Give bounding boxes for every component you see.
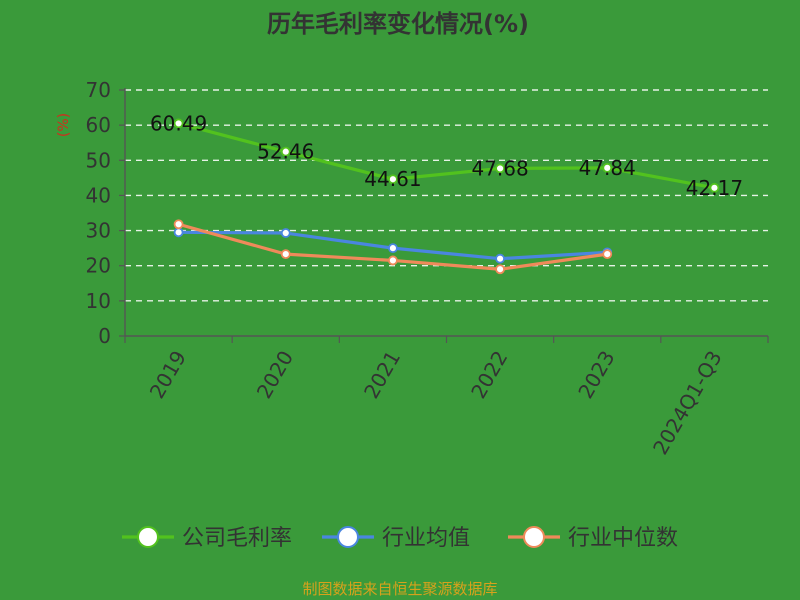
legend-label: 行业均值 <box>382 526 470 551</box>
data-point <box>173 118 184 129</box>
data-point <box>388 174 398 185</box>
x-tick-label: 2023 <box>573 347 619 403</box>
data-point <box>388 255 398 266</box>
y-axis-label: (%) <box>56 113 72 137</box>
data-label: 42.17 <box>686 176 743 200</box>
legend-label: 行业中位数 <box>568 526 678 551</box>
y-tick-label: 0 <box>98 324 111 348</box>
axes <box>119 88 769 343</box>
source-note: 制图数据来自恒生聚源数据库 <box>302 580 497 598</box>
data-label: 47.84 <box>579 156 636 180</box>
data-label: 60.49 <box>150 111 207 135</box>
y-tick-label: 50 <box>86 148 111 172</box>
data-point <box>602 162 613 173</box>
legend-label: 公司毛利率 <box>182 526 292 551</box>
grid-lines <box>125 89 768 302</box>
data-point <box>495 264 505 275</box>
data-point <box>280 249 291 260</box>
data-point <box>495 253 505 264</box>
y-tick-labels: 0 10 20 30 40 50 60 70 <box>86 78 111 348</box>
series-group <box>173 118 720 275</box>
data-point <box>173 227 184 238</box>
x-tick-label: 2024Q1-Q3 <box>648 347 727 459</box>
data-point <box>495 163 505 174</box>
x-tick-label: 2021 <box>359 347 405 403</box>
x-tick-label: 2020 <box>252 347 298 403</box>
y-tick-label: 10 <box>86 289 111 313</box>
y-tick-label: 20 <box>86 254 111 278</box>
legend-marker <box>523 526 545 548</box>
legend: 公司毛利率 行业均值 行业中位数 <box>122 526 678 551</box>
data-point <box>173 219 184 230</box>
x-tick-label: 2019 <box>145 347 191 403</box>
y-tick-label: 60 <box>86 113 111 137</box>
data-point <box>709 182 720 193</box>
data-labels: 60.49 52.46 44.61 47.68 47.84 42.17 <box>150 111 743 199</box>
y-tick-label: 70 <box>86 78 111 102</box>
series-line <box>176 121 717 190</box>
data-label: 47.68 <box>471 156 528 180</box>
x-tick-label: 2022 <box>466 347 512 403</box>
legend-marker <box>337 526 359 548</box>
y-tick-label: 30 <box>86 219 111 243</box>
data-point <box>602 249 613 260</box>
x-tick-labels: 2019 2020 2021 2022 2023 2024Q1-Q3 <box>145 347 727 459</box>
data-point <box>280 228 291 238</box>
data-label: 44.61 <box>364 167 421 191</box>
data-label: 52.46 <box>257 140 314 164</box>
data-point <box>280 146 291 157</box>
y-tick-label: 40 <box>86 183 111 207</box>
data-point <box>388 243 398 254</box>
chart-title: 历年毛利率变化情况(%) <box>267 10 529 38</box>
legend-marker <box>137 526 159 548</box>
